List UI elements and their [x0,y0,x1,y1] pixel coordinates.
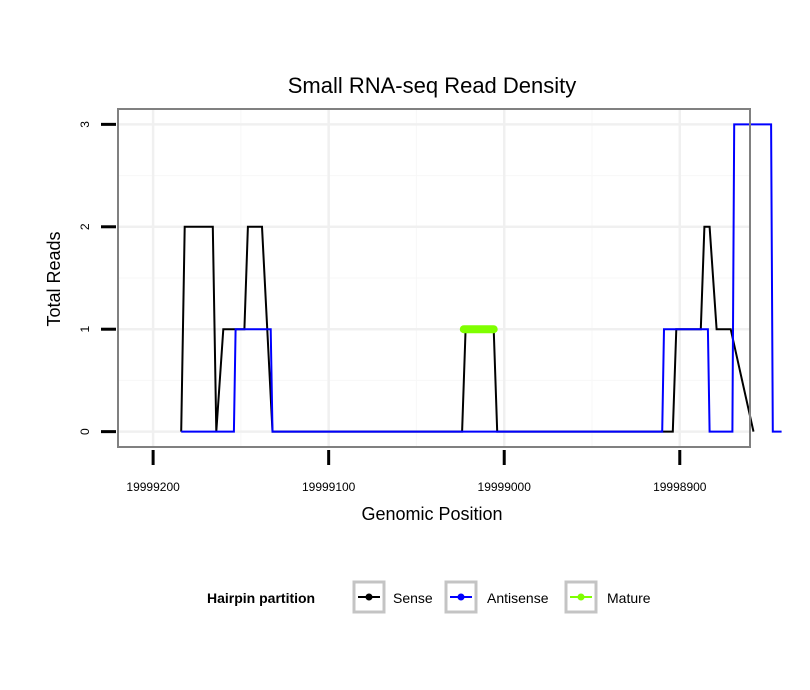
legend-key-mature [564,580,598,614]
x-axis-title: Genomic Position [361,504,502,524]
x-axis: 19999200 19999100 19999000 19998900 [126,450,707,494]
series-layer [180,123,782,433]
legend: Hairpin partition Sense Antisense Mature [207,580,651,614]
legend-key-antisense-marker [457,593,465,601]
grid-minor [118,109,750,447]
x-tick-label: 19999100 [302,480,356,494]
x-tick-label: 19999000 [478,480,532,494]
legend-label-antisense: Antisense [487,590,549,606]
y-tick-label: 3 [78,121,92,128]
series-sense-line [180,225,755,433]
y-axis-title: Total Reads [44,231,64,326]
plot-border [117,108,751,448]
y-tick-label: 1 [78,326,92,333]
x-tick-label: 19998900 [653,480,707,494]
legend-title: Hairpin partition [207,590,315,606]
legend-key-sense-marker [365,593,373,601]
y-axis: 0 1 2 3 [78,121,116,435]
y-tick-label: 2 [78,223,92,230]
legend-label-mature: Mature [607,590,651,606]
y-tick-label: 0 [78,428,92,435]
legend-label-sense: Sense [393,590,433,606]
legend-key-mature-marker [577,593,585,601]
x-tick-label: 19999200 [126,480,180,494]
chart-title: Small RNA-seq Read Density [288,73,577,98]
series-antisense-line [181,123,782,433]
